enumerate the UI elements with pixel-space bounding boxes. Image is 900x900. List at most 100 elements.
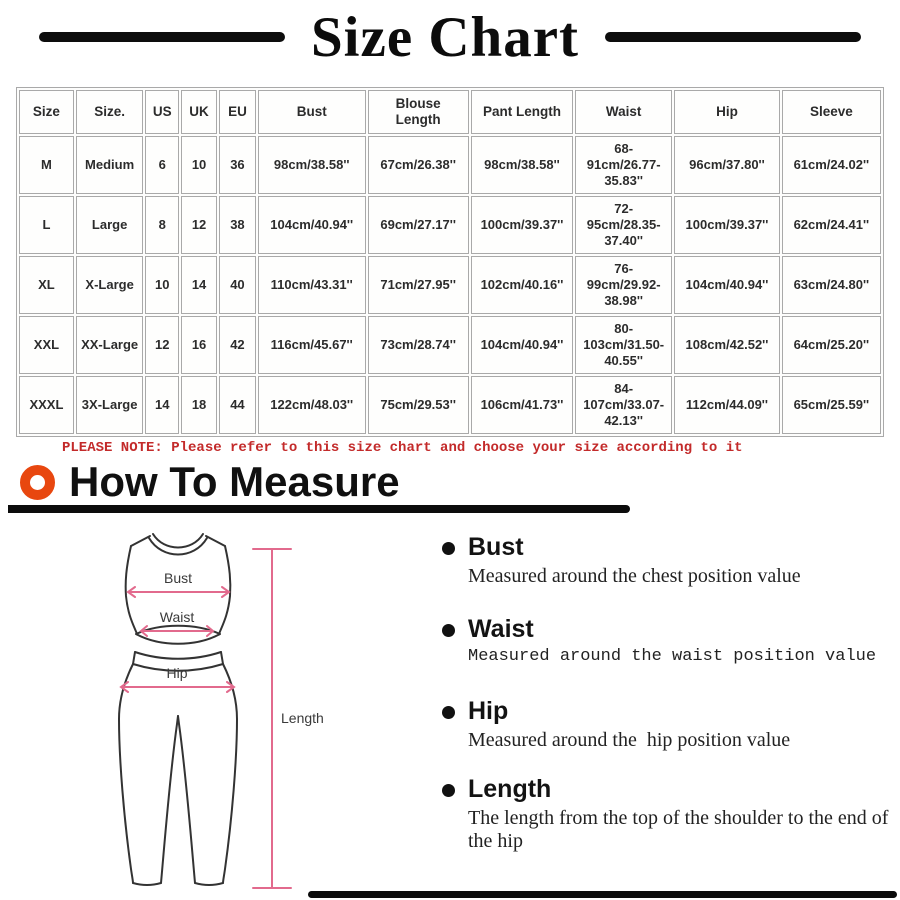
table-cell: 18 [181, 376, 217, 434]
left-leg-inner [160, 715, 179, 884]
table-cell: 12 [145, 316, 180, 374]
measure-item-desc: The length from the top of the shoulder … [468, 806, 894, 853]
table-cell: 73cm/28.74'' [367, 316, 469, 374]
table-cell: 69cm/27.17'' [367, 196, 469, 254]
table-cell: 67cm/26.38'' [367, 136, 469, 194]
table-header-cell: Size. [75, 90, 144, 134]
table-cell: 14 [181, 256, 217, 314]
left-ankle-hem [132, 882, 162, 886]
measure-item-length: Length The length from the top of the sh… [442, 775, 894, 854]
table-cell: 100cm/39.37'' [470, 196, 574, 254]
table-cell: 102cm/40.16'' [470, 256, 574, 314]
table-header-cell: EU [218, 90, 256, 134]
waistband-sides [132, 651, 224, 665]
top-right-side [218, 545, 232, 635]
table-cell: 71cm/27.95'' [367, 256, 469, 314]
table-cell: 42 [218, 316, 256, 374]
right-leg-outer [222, 663, 238, 884]
bullet-icon [442, 706, 455, 719]
measurement-diagram: Bust Waist Hip Length [118, 533, 324, 889]
measure-item-waist: Waist Measured around the waist position… [442, 615, 894, 667]
table-cell: X-Large [75, 256, 144, 314]
table-cell: 62cm/24.41'' [781, 196, 881, 254]
orange-ring-icon [20, 464, 55, 500]
table-row: M Medium 6 10 36 98cm/38.58'' 67cm/26.38… [19, 136, 881, 194]
measure-item-label: Hip [468, 697, 509, 725]
how-to-measure-heading: How To Measure [20, 461, 400, 503]
table-row: L Large 8 12 38 104cm/40.94'' 69cm/27.17… [19, 196, 881, 254]
bottom-divider-bar [308, 891, 897, 898]
table-cell: 108cm/42.52'' [674, 316, 780, 374]
table-header-cell: Sleeve [781, 90, 881, 134]
table-cell: 36 [218, 136, 256, 194]
table-header-row: Size Size. US UK EU Bust Blouse Length P… [19, 90, 881, 134]
table-cell: 116cm/45.67'' [257, 316, 366, 374]
table-cell: 75cm/29.53'' [367, 376, 469, 434]
hip-figure-label: Hip [166, 665, 187, 681]
table-cell: 104cm/40.94'' [257, 196, 366, 254]
table-cell: 44 [218, 376, 256, 434]
neckline-outer [148, 537, 208, 556]
measure-item-hip: Hip Measured around the hip position val… [442, 697, 894, 752]
bust-figure-label: Bust [164, 570, 192, 586]
measure-item-desc: Measured around the waist position value [468, 646, 877, 666]
waist-arrow [139, 625, 215, 637]
table-header-cell: Hip [674, 90, 780, 134]
table-header-cell: Size [19, 90, 74, 134]
table-cell: 16 [181, 316, 217, 374]
table-cell: 63cm/24.80'' [781, 256, 881, 314]
table-cell: 3X-Large [75, 376, 144, 434]
bust-arrow [126, 586, 231, 598]
table-cell: 122cm/48.03'' [257, 376, 366, 434]
title-dash-right [605, 32, 862, 42]
table-cell: XX-Large [75, 316, 144, 374]
table-cell: 104cm/40.94'' [674, 256, 780, 314]
table-cell: 72-95cm/28.35-37.40'' [575, 196, 673, 254]
bullet-icon [442, 542, 455, 555]
table-cell: 12 [181, 196, 217, 254]
length-figure-label: Length [281, 710, 324, 726]
right-leg-inner [177, 715, 196, 884]
table-cell: 38 [218, 196, 256, 254]
table-cell: 84-107cm/33.07-42.13'' [575, 376, 673, 434]
table-cell: 10 [145, 256, 180, 314]
table-cell: 106cm/41.73'' [470, 376, 574, 434]
table-cell: 6 [145, 136, 180, 194]
table-cell: 96cm/37.80'' [674, 136, 780, 194]
table-cell: 100cm/39.37'' [674, 196, 780, 254]
measure-item-label: Bust [468, 533, 524, 561]
table-cell: 104cm/40.94'' [470, 316, 574, 374]
table-cell: 10 [181, 136, 217, 194]
table-cell: 110cm/43.31'' [257, 256, 366, 314]
measure-item-desc: Measured around the hip position value [468, 728, 791, 751]
table-cell: 112cm/44.09'' [674, 376, 780, 434]
hip-arrow [119, 681, 236, 693]
table-cell: XXL [19, 316, 74, 374]
table-cell: 65cm/25.59'' [781, 376, 881, 434]
waistband-bottom [132, 663, 224, 672]
measure-item-bust: Bust Measured around the chest position … [442, 533, 894, 588]
table-cell: 61cm/24.02'' [781, 136, 881, 194]
table-cell: 40 [218, 256, 256, 314]
table-cell: M [19, 136, 74, 194]
table-cell: 76-99cm/29.92-38.98'' [575, 256, 673, 314]
table-cell: L [19, 196, 74, 254]
table-cell: Medium [75, 136, 144, 194]
left-shoulder [130, 535, 151, 547]
table-cell: 64cm/25.20'' [781, 316, 881, 374]
bullet-icon [442, 624, 455, 637]
table-cell: 14 [145, 376, 180, 434]
table-cell: XL [19, 256, 74, 314]
table-header-cell: US [145, 90, 180, 134]
length-line [252, 548, 292, 889]
table-cell: 98cm/38.58'' [257, 136, 366, 194]
table-header-cell: UK [181, 90, 217, 134]
measure-item-label: Length [468, 775, 552, 803]
right-shoulder [205, 535, 226, 547]
neckline-inner [152, 533, 204, 549]
table-cell: 8 [145, 196, 180, 254]
table-header-cell: Waist [575, 90, 673, 134]
table-header-cell: Bust [257, 90, 366, 134]
left-leg-outer [118, 663, 134, 884]
